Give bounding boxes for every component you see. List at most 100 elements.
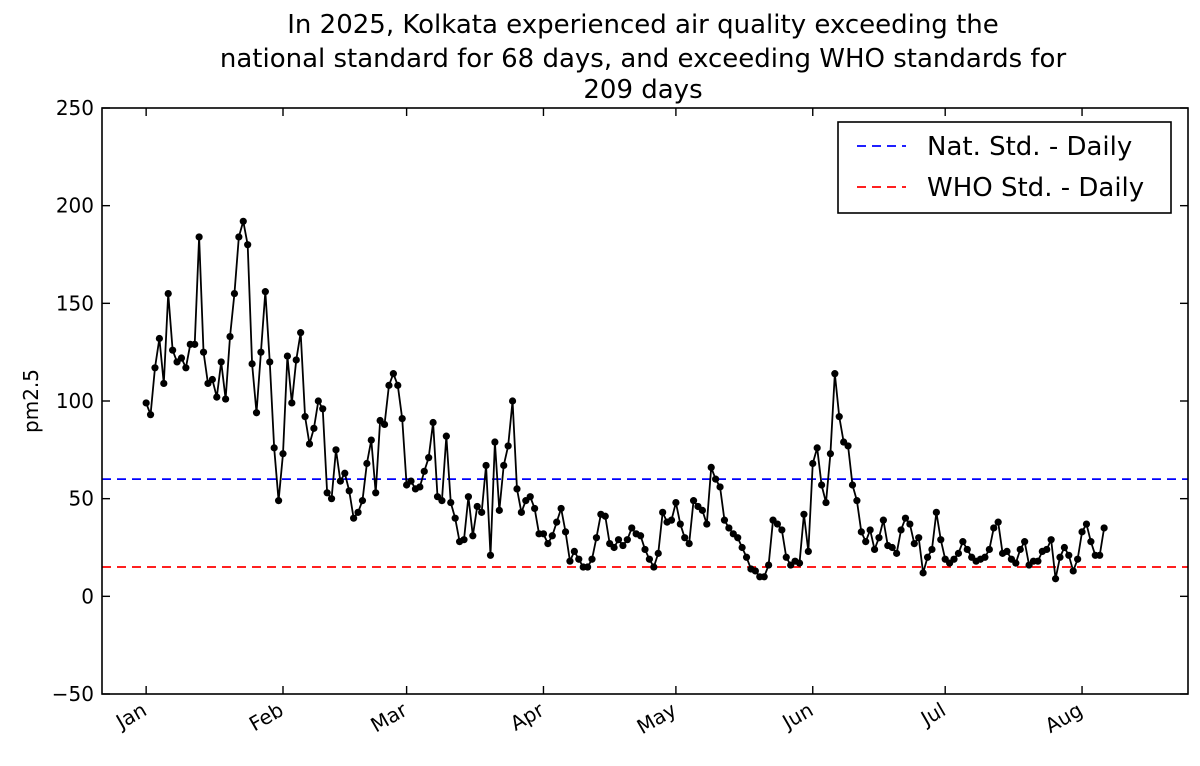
data-point [469, 532, 477, 540]
data-point [248, 360, 256, 368]
data-point [906, 520, 914, 528]
data-point [517, 508, 525, 516]
data-point [288, 399, 296, 407]
data-point [835, 413, 843, 421]
data-point [795, 559, 804, 567]
data-point [526, 493, 534, 501]
data-point [1096, 551, 1104, 559]
data-point [614, 536, 623, 544]
data-point [950, 555, 958, 563]
data-point [628, 524, 636, 532]
data-point [261, 288, 269, 296]
data-point [217, 358, 225, 366]
data-point [954, 549, 963, 557]
data-point [592, 534, 601, 542]
data-point [676, 520, 684, 528]
data-point [363, 459, 371, 468]
data-point [831, 370, 839, 378]
data-point [358, 497, 367, 505]
data-point [720, 516, 729, 524]
data-point [994, 518, 1002, 526]
data-point [817, 481, 826, 489]
data-point [645, 555, 654, 563]
data-point [910, 539, 918, 548]
data-point [610, 543, 618, 552]
data-point [438, 497, 446, 505]
data-point [848, 481, 857, 489]
data-point [385, 381, 393, 389]
data-point [319, 405, 327, 413]
y-tick-label: 150 [56, 291, 94, 315]
data-point [870, 545, 879, 554]
data-point [932, 508, 940, 516]
data-point [897, 526, 905, 534]
data-point [985, 545, 993, 554]
data-point [1100, 524, 1108, 532]
data-point [420, 467, 428, 475]
data-point [341, 469, 349, 477]
data-point [923, 553, 932, 561]
data-point [915, 534, 923, 542]
data-point [738, 543, 746, 552]
data-point [398, 414, 406, 423]
data-point [354, 508, 362, 516]
data-point [1047, 536, 1055, 544]
data-point [504, 442, 512, 450]
data-point [495, 506, 503, 514]
y-tick-label: 200 [56, 194, 94, 218]
data-point [544, 539, 552, 548]
data-point [1034, 557, 1042, 565]
data-point [844, 442, 852, 450]
data-point [244, 241, 252, 249]
y-tick-label: 100 [56, 389, 94, 413]
data-point [160, 379, 168, 388]
data-point [314, 397, 322, 405]
data-point [1021, 538, 1029, 546]
data-point [486, 551, 495, 559]
data-point [226, 332, 234, 341]
data-point [177, 354, 186, 362]
data-point [570, 547, 578, 556]
data-point [561, 528, 570, 536]
x-tick-label: Mar [366, 697, 411, 737]
data-point [588, 555, 596, 563]
data-point [937, 536, 945, 544]
data-point [822, 498, 830, 507]
y-tick-label: 50 [69, 487, 94, 511]
chart-title: In 2025, Kolkata experienced air quality… [220, 10, 1067, 105]
data-point [380, 420, 389, 429]
data-point [1065, 551, 1073, 559]
data-point [650, 563, 658, 571]
data-point [1016, 545, 1024, 554]
data-point [155, 334, 163, 343]
y-tick-label: −50 [52, 682, 94, 706]
data-point [508, 397, 517, 405]
chart-title-line-1: In 2025, Kolkata experienced air quality… [287, 10, 999, 40]
y-axis-label: pm2.5 [19, 369, 43, 433]
legend: Nat. Std. - Daily WHO Std. - Daily [837, 121, 1172, 214]
data-point [681, 534, 689, 542]
data-point [553, 518, 561, 526]
data-point [310, 424, 318, 432]
data-point [566, 557, 574, 565]
chart-title-line-3: 209 days [583, 75, 702, 105]
data-point [875, 534, 883, 542]
data-point [239, 217, 247, 225]
data-point [513, 485, 521, 493]
data-point [169, 346, 177, 354]
data-point [292, 356, 300, 364]
data-point [539, 530, 548, 538]
data-point [654, 549, 662, 557]
data-point [804, 547, 812, 556]
data-point [751, 567, 759, 575]
data-point [773, 520, 782, 528]
data-point [862, 538, 870, 546]
y-tick-label: 0 [81, 584, 94, 608]
data-point [327, 495, 336, 503]
data-point [601, 512, 609, 520]
chart-title-line-2: national standard for 68 days, and excee… [220, 44, 1067, 74]
data-point [407, 477, 415, 485]
data-point [901, 514, 910, 522]
data-point [667, 516, 676, 524]
